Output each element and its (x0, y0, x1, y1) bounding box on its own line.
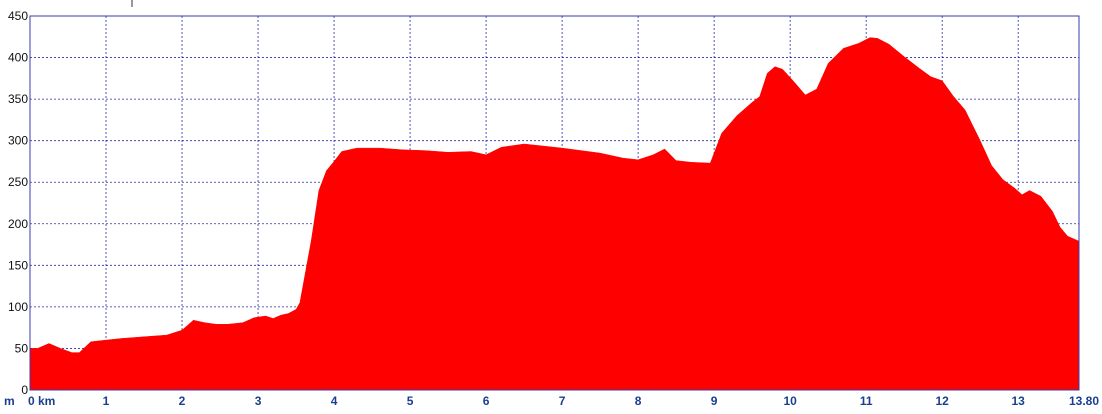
y-tick-label: 100 (8, 300, 28, 314)
x-tick-label: 9 (711, 394, 718, 408)
x-tick-label: 10 (783, 394, 797, 408)
x-tick-label: 8 (635, 394, 642, 408)
y-tick-label: 50 (15, 341, 29, 355)
x-tick-label: 4 (331, 394, 338, 408)
x-tick-label: 13 (1012, 394, 1026, 408)
x-tick-label: 5 (407, 394, 414, 408)
y-tick-label: 350 (8, 92, 28, 106)
x-tick-label: 3 (255, 394, 262, 408)
x-tick-label: 1 (103, 394, 110, 408)
y-tick-label: 0 (21, 383, 28, 397)
y-tick-label: 200 (8, 217, 28, 231)
y-tick-label: 300 (8, 134, 28, 148)
y-tick-label: 400 (8, 51, 28, 65)
x-tick-label: 12 (935, 394, 949, 408)
y-axis-ticks: 0 50 100 150 200 250 300 350 400 450 (8, 9, 28, 397)
x-tick-label: 7 (559, 394, 566, 408)
x-tick-label: 0 km (28, 394, 55, 408)
y-tick-label: 250 (8, 175, 28, 189)
x-tick-label: 2 (179, 394, 186, 408)
plot-frame (29, 15, 1080, 391)
x-tick-label: 13.80 (1069, 394, 1099, 408)
elevation-area (29, 37, 1080, 391)
x-tick-label: 6 (483, 394, 490, 408)
y-tick-label: 450 (8, 9, 28, 23)
y-unit-label: m (4, 394, 15, 408)
x-tick-label: 11 (860, 394, 873, 408)
y-tick-label: 150 (8, 258, 28, 272)
x-axis-ticks: 0 km 1 2 3 4 5 6 7 8 9 10 11 12 13 13.80 (28, 394, 1099, 408)
